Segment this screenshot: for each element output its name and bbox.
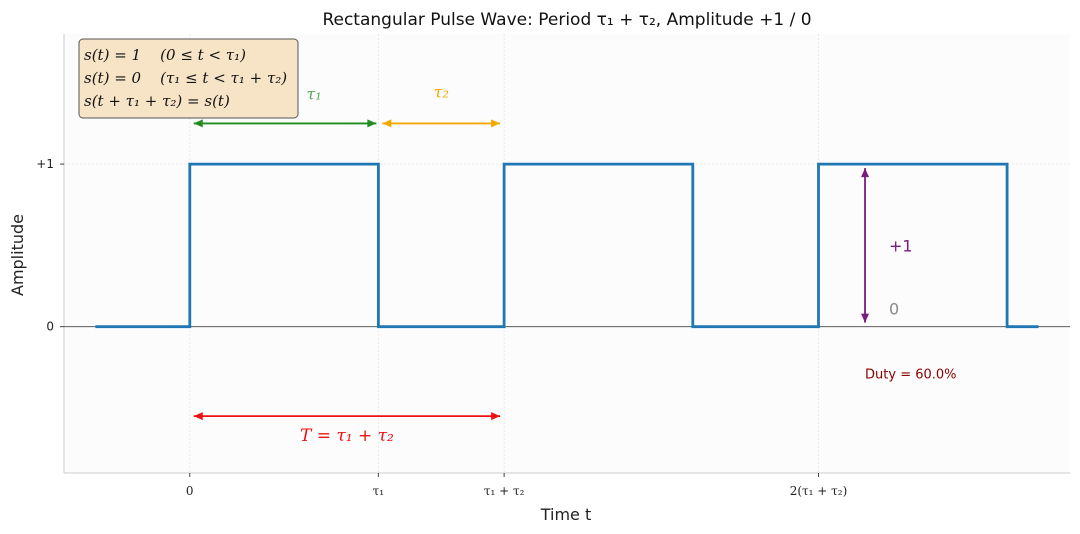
equation-box: s(t) = 1 (0 ≤ t < τ₁) s(t) = 0 (τ₁ ≤ t <… [78, 38, 299, 119]
x-axis-label: Time t [540, 505, 592, 524]
x-tick-label: 2(τ₁ + τ₂) [790, 484, 848, 498]
tau2-arrow [382, 119, 501, 128]
amplitude-arrow [861, 168, 870, 323]
period-arrow [193, 412, 501, 421]
annotation-layer: τ₁ τ₂ T = τ₁ + τ₂ +1 0 Duty = 60.0% [193, 82, 957, 446]
period-arrow-head [193, 412, 203, 421]
equation-box-background [78, 38, 299, 119]
ticks-layer: 0 τ₁ τ₁ + τ₂ 2(τ₁ + τ₂) 0 +1 [36, 157, 847, 498]
amplitude-low-label: 0 [889, 300, 899, 319]
x-tick-label: 0 [186, 484, 194, 498]
tau2-arrow-head [491, 119, 501, 128]
duty-cycle-label: Duty = 60.0% [865, 368, 957, 383]
amplitude-high-label: +1 [889, 236, 913, 255]
y-tick-label: +1 [36, 157, 54, 171]
equation-line-2: s(t) = 0 (τ₁ ≤ t < τ₁ + τ₂) [84, 69, 287, 87]
x-tick-label: τ₁ + τ₂ [484, 484, 525, 498]
period-arrow-head [491, 412, 501, 421]
tau1-arrow-head [193, 119, 203, 128]
tau1-arrow [193, 119, 377, 128]
series-layer [95, 162, 1039, 329]
amplitude-arrow-head [861, 313, 870, 323]
equation-line-3: s(t + τ₁ + τ₂) = s(t) [84, 92, 230, 110]
x-tick-label: τ₁ [373, 484, 384, 498]
tau2-label: τ₂ [434, 82, 449, 101]
chart-title: Rectangular Pulse Wave: Period τ₁ + τ₂, … [322, 10, 811, 30]
period-label: T = τ₁ + τ₂ [300, 426, 394, 446]
tau2-arrow-head [382, 119, 392, 128]
tau1-arrow-head [367, 119, 377, 128]
amplitude-arrow-head [861, 168, 870, 178]
equation-line-1: s(t) = 1 (0 ≤ t < τ₁) [84, 46, 246, 64]
y-tick-label: 0 [46, 320, 54, 334]
pulse-wave-line [95, 162, 1039, 329]
y-axis-label: Amplitude [8, 214, 27, 296]
tau1-label: τ₁ [306, 84, 321, 103]
